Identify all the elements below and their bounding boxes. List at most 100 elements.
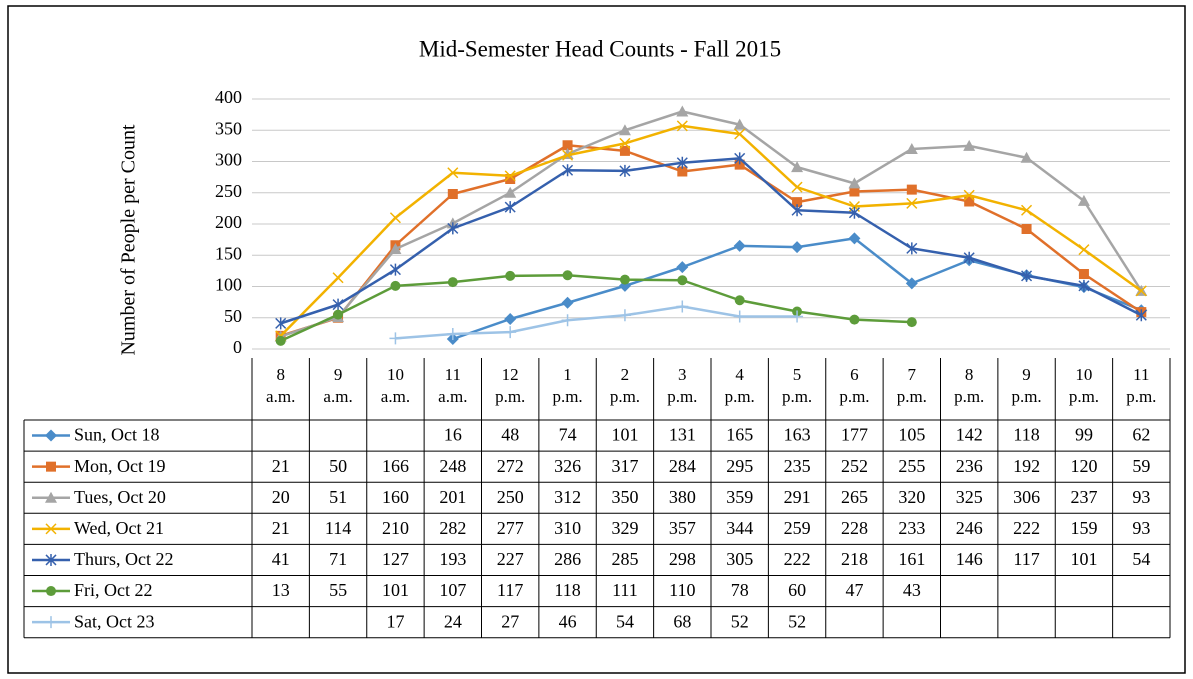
chart-title: Mid-Semester Head Counts - Fall 2015: [419, 36, 781, 61]
marker: [505, 174, 516, 184]
table-value: 317: [611, 456, 638, 476]
y-axis-label: Number of People per Count: [118, 124, 140, 356]
table-value: 285: [611, 549, 638, 569]
table-value: 114: [325, 518, 351, 538]
marker: [791, 241, 804, 254]
marker: [676, 105, 689, 117]
x-tick-label: 7 p.m.: [896, 365, 927, 406]
x-tick-label: 3 p.m.: [667, 365, 698, 406]
marker: [390, 280, 401, 291]
x-tick-label: 5 p.m.: [781, 365, 813, 406]
table-value: 54: [616, 611, 634, 631]
marker: [562, 140, 573, 151]
table-value: 192: [1013, 456, 1040, 476]
table-value: 142: [956, 425, 983, 445]
table-value: 272: [497, 456, 524, 476]
marker: [619, 274, 630, 285]
marker: [446, 328, 459, 340]
table-value: 62: [1132, 425, 1150, 445]
marker: [849, 314, 860, 325]
x-tick-label: 4 p.m.: [724, 365, 755, 406]
legend-label: Thurs, Oct 22: [74, 549, 173, 569]
legend-label: Mon, Oct 19: [74, 456, 166, 476]
y-tick-label: 400: [215, 87, 242, 107]
marker: [389, 243, 402, 254]
table-value: 54: [1132, 549, 1150, 569]
x-tick-label: 8 p.m.: [954, 365, 985, 406]
marker: [791, 204, 803, 217]
x-tick-label: 11 a.m.: [438, 365, 468, 406]
table-value: 99: [1075, 425, 1093, 445]
table-value: 163: [784, 425, 811, 445]
table-value: 55: [329, 580, 347, 600]
marker: [447, 167, 459, 179]
table-value: 160: [382, 487, 409, 507]
table-value: 246: [956, 518, 983, 538]
table-value: 161: [898, 549, 925, 569]
table-value: 210: [382, 518, 409, 538]
y-tick-label: 250: [215, 181, 242, 201]
table-value: 60: [788, 580, 806, 600]
table-value: 52: [788, 611, 806, 631]
x-tick-label: 11 p.m.: [1126, 365, 1157, 406]
table-value: 325: [956, 487, 983, 507]
table-value: 16: [444, 425, 462, 445]
marker: [447, 277, 458, 288]
table-value: 93: [1132, 518, 1150, 538]
series-line: [280, 157, 1142, 325]
table-value: 166: [382, 456, 409, 476]
marker: [905, 277, 918, 290]
table-value: 250: [497, 487, 524, 507]
table-value: 43: [903, 580, 921, 600]
table-value: 236: [956, 456, 983, 476]
marker: [1078, 279, 1090, 292]
marker: [504, 186, 517, 198]
table-value: 252: [841, 456, 868, 476]
y-tick-label: 50: [224, 306, 242, 326]
marker: [963, 139, 976, 151]
marker: [1020, 151, 1033, 163]
marker: [734, 128, 746, 140]
x-tick-label: 9 a.m.: [323, 365, 353, 406]
marker: [505, 270, 516, 281]
x-tick-label: 6 p.m.: [839, 365, 870, 406]
marker: [1078, 244, 1090, 256]
marker: [45, 553, 57, 566]
y-tick-label: 300: [215, 150, 242, 170]
marker: [504, 170, 516, 182]
marker: [619, 145, 630, 156]
table-value: 305: [726, 549, 753, 569]
marker: [562, 149, 574, 161]
x-tick-label: 8 a.m.: [266, 365, 296, 406]
marker: [389, 212, 401, 224]
marker: [1021, 224, 1032, 234]
table-value: 51: [329, 487, 347, 507]
table-value: 117: [1013, 549, 1039, 569]
marker: [791, 161, 804, 173]
table-value: 101: [382, 580, 409, 600]
table-value: 47: [845, 580, 863, 600]
marker: [1078, 269, 1089, 279]
series-line: [280, 274, 912, 343]
table-value: 193: [439, 549, 466, 569]
marker: [561, 296, 574, 309]
marker: [46, 586, 56, 597]
marker: [275, 335, 286, 346]
table-value: 41: [272, 549, 290, 569]
table-value: 291: [784, 487, 811, 507]
x-tick-label: 10 p.m.: [1068, 365, 1100, 406]
table-value: 48: [501, 425, 519, 445]
marker: [906, 317, 917, 328]
marker: [561, 314, 574, 327]
table-value: 277: [497, 518, 524, 538]
table-value: 27: [501, 611, 519, 631]
marker: [1021, 204, 1033, 216]
table-value: 227: [497, 549, 524, 569]
table-value: 222: [784, 549, 811, 569]
marker: [45, 429, 57, 442]
marker: [504, 326, 517, 339]
legend-label: Sun, Oct 18: [74, 425, 160, 445]
x-tick-label: 2 p.m.: [609, 365, 641, 406]
x-tick-label: 1 p.m.: [552, 365, 583, 406]
marker: [964, 196, 975, 207]
